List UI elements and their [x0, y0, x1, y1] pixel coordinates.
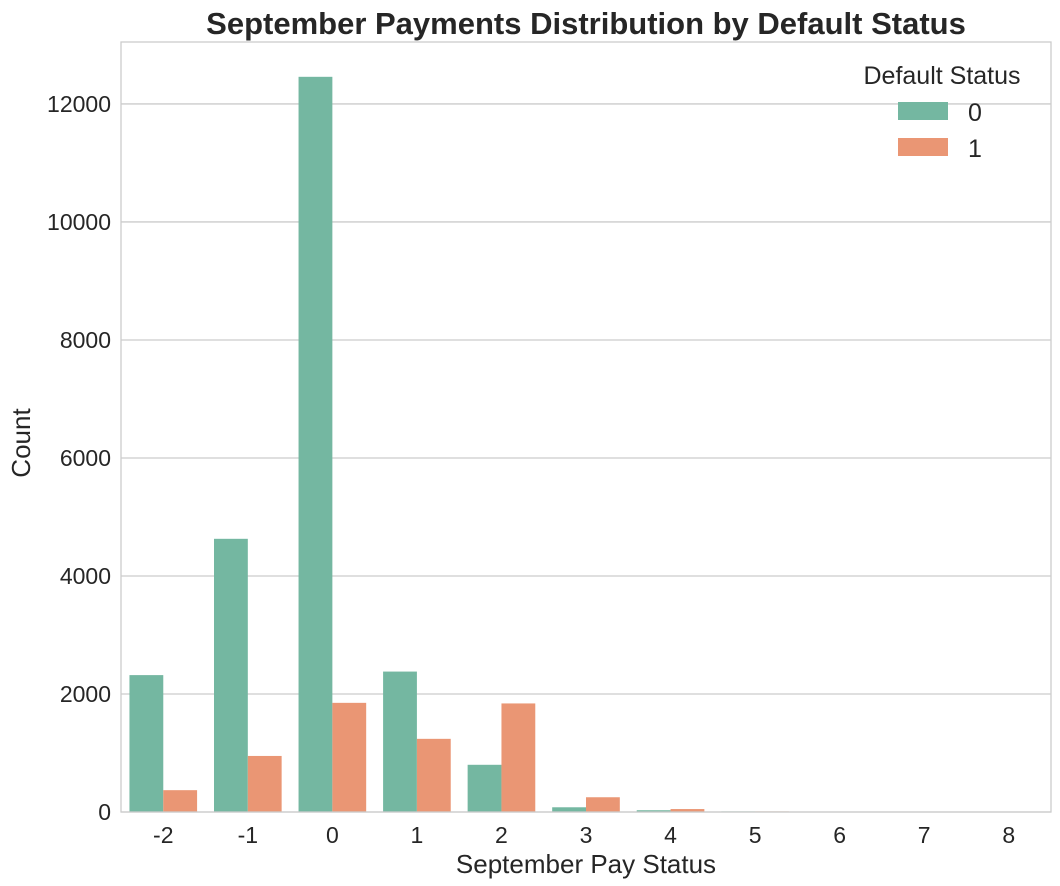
- y-tick-label: 6000: [60, 445, 111, 471]
- bar-series-0-cat-3: [552, 807, 586, 812]
- x-tick-label: 5: [749, 822, 762, 848]
- y-tick-label: 0: [98, 799, 111, 825]
- y-tick-label: 4000: [60, 563, 111, 589]
- bar-series-0-cat-2: [467, 764, 502, 812]
- bars: [129, 76, 1043, 813]
- plot-frame: [120, 41, 1052, 813]
- x-tick-label: 7: [918, 822, 931, 848]
- bar-series-1-cat-4: [670, 809, 705, 812]
- bar-series-1-cat--2: [163, 790, 198, 812]
- y-tick-label: 2000: [60, 681, 111, 707]
- x-tick-label: -2: [153, 822, 173, 848]
- x-tick-label: 4: [664, 822, 677, 848]
- bar-series-0-cat--1: [214, 538, 248, 812]
- x-tick-labels: -2 -1 0 1 2 3 4 5 6 7 8: [153, 822, 1015, 848]
- x-tick-label: 6: [833, 822, 846, 848]
- bar-series-0-cat-1: [383, 671, 417, 812]
- bar-series-0-cat-0: [298, 76, 333, 813]
- x-tick-label: 8: [1002, 822, 1015, 848]
- x-tick-label: -1: [238, 822, 258, 848]
- y-axis-label: Count: [6, 408, 36, 478]
- bar-series-0-cat--2: [129, 675, 164, 812]
- legend: Default Status 0 1: [863, 62, 1020, 163]
- y-tick-label: 10000: [47, 209, 111, 235]
- gridlines: [121, 103, 1051, 813]
- chart-title: September Payments Distribution by Defau…: [206, 6, 966, 41]
- legend-title: Default Status: [863, 62, 1020, 90]
- bar-series-1-cat--1: [247, 755, 282, 812]
- bar-series-1-cat-2: [501, 703, 536, 812]
- y-tick-label: 8000: [60, 327, 111, 353]
- x-tick-label: 3: [580, 822, 593, 848]
- x-axis-label: September Pay Status: [456, 849, 716, 879]
- y-tick-label: 12000: [47, 91, 111, 117]
- x-tick-label: 1: [411, 822, 424, 848]
- bar-series-1-cat-3: [586, 797, 620, 812]
- legend-swatch-1: [898, 138, 948, 156]
- bar-series-1-cat-0: [332, 702, 367, 812]
- y-tick-labels: 0 2000 4000 6000 8000 10000 12000: [47, 91, 111, 825]
- bar-series-0-cat-4: [636, 810, 671, 812]
- legend-swatch-0: [898, 102, 948, 120]
- legend-entry-1: 1: [968, 135, 982, 163]
- x-tick-label: 0: [326, 822, 339, 848]
- legend-entry-0: 0: [968, 99, 982, 127]
- x-tick-label: 2: [495, 822, 508, 848]
- bar-series-1-cat-1: [416, 738, 451, 812]
